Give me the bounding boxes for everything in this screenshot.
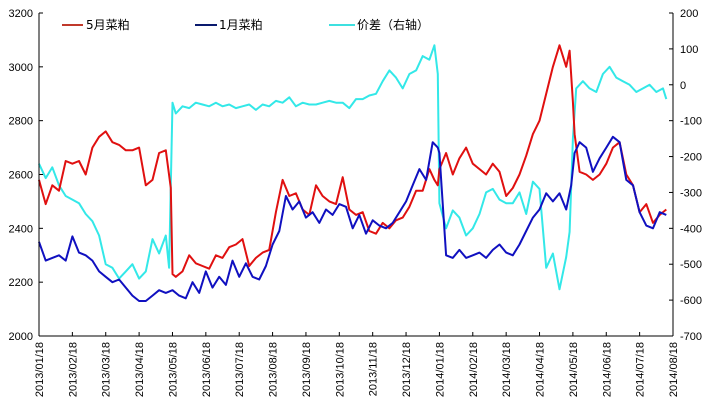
x-tick-label: 2013/02/18	[67, 342, 79, 397]
x-tick-label: 2014/06/18	[601, 342, 613, 397]
right-tick-label: -500	[680, 259, 702, 271]
x-ticks: 2013/01/18 2013/02/18 2013/03/18 2013/04/18…	[34, 332, 680, 397]
left-tick-label: 2600	[9, 170, 33, 182]
x-tick-label: 2013/07/18	[234, 342, 246, 397]
left-y-ticks: 2000 2200 2400 2600 2800 3000 3200	[9, 8, 43, 343]
legend-item-spread-right-axis: 价差（右轴）	[329, 17, 429, 32]
series-line-2	[38, 44, 668, 291]
left-tick-label: 3000	[9, 62, 33, 74]
left-tick-label: 2400	[9, 223, 33, 235]
x-tick-label: 2013/08/18	[268, 342, 280, 397]
left-tick-label: 2000	[9, 331, 33, 343]
right-tick-label: -300	[680, 187, 702, 199]
left-tick-label: 3200	[9, 8, 33, 20]
legend: 5月菜粕 1月菜粕 价差（右轴）	[62, 17, 429, 32]
x-tick-label: 2014/03/18	[501, 342, 513, 397]
axes	[38, 13, 674, 337]
left-tick-label: 2200	[9, 277, 33, 289]
x-tick-label: 2014/08/18	[668, 342, 680, 397]
legend-item-jan-rapeseed-meal: 1月菜粕	[195, 17, 263, 32]
plot-lines	[38, 44, 668, 302]
legend-label: 1月菜粕	[219, 17, 263, 32]
x-tick-label: 2013/06/18	[201, 342, 213, 397]
series-line-0	[38, 44, 667, 278]
right-tick-label: -600	[680, 295, 702, 307]
right-tick-label: -200	[680, 152, 702, 164]
right-tick-label: -400	[680, 223, 702, 235]
x-tick-label: 2013/01/18	[34, 342, 46, 397]
x-tick-label: 2013/11/18	[368, 342, 380, 396]
x-tick-label: 2014/04/18	[535, 342, 547, 397]
legend-label: 5月菜粕	[86, 17, 130, 32]
right-tick-label: 100	[680, 44, 698, 56]
x-tick-label: 2013/10/18	[334, 342, 346, 397]
right-tick-label: 0	[680, 80, 686, 92]
x-tick-label: 2014/01/18	[434, 342, 446, 397]
legend-label: 价差（右轴）	[357, 17, 429, 32]
x-tick-label: 2013/05/18	[167, 342, 179, 397]
right-y-ticks: 200 100 0 -100 -200 -300 -400 -500 -600 -700	[669, 8, 702, 343]
right-tick-label: 200	[680, 8, 698, 20]
right-tick-label: -700	[680, 331, 702, 343]
x-tick-label: 2013/12/18	[401, 342, 413, 397]
x-tick-label: 2014/07/18	[635, 342, 647, 397]
x-tick-label: 2014/02/18	[468, 342, 480, 397]
x-tick-label: 2013/03/18	[101, 342, 113, 397]
legend-item-may-rapeseed-meal: 5月菜粕	[62, 17, 130, 32]
x-tick-label: 2013/04/18	[134, 342, 146, 397]
right-tick-label: -100	[680, 116, 702, 128]
series-line-1	[38, 135, 667, 302]
left-tick-label: 2800	[9, 116, 33, 128]
x-tick-label: 2014/05/18	[568, 342, 580, 397]
x-tick-label: 2013/09/18	[301, 342, 313, 397]
